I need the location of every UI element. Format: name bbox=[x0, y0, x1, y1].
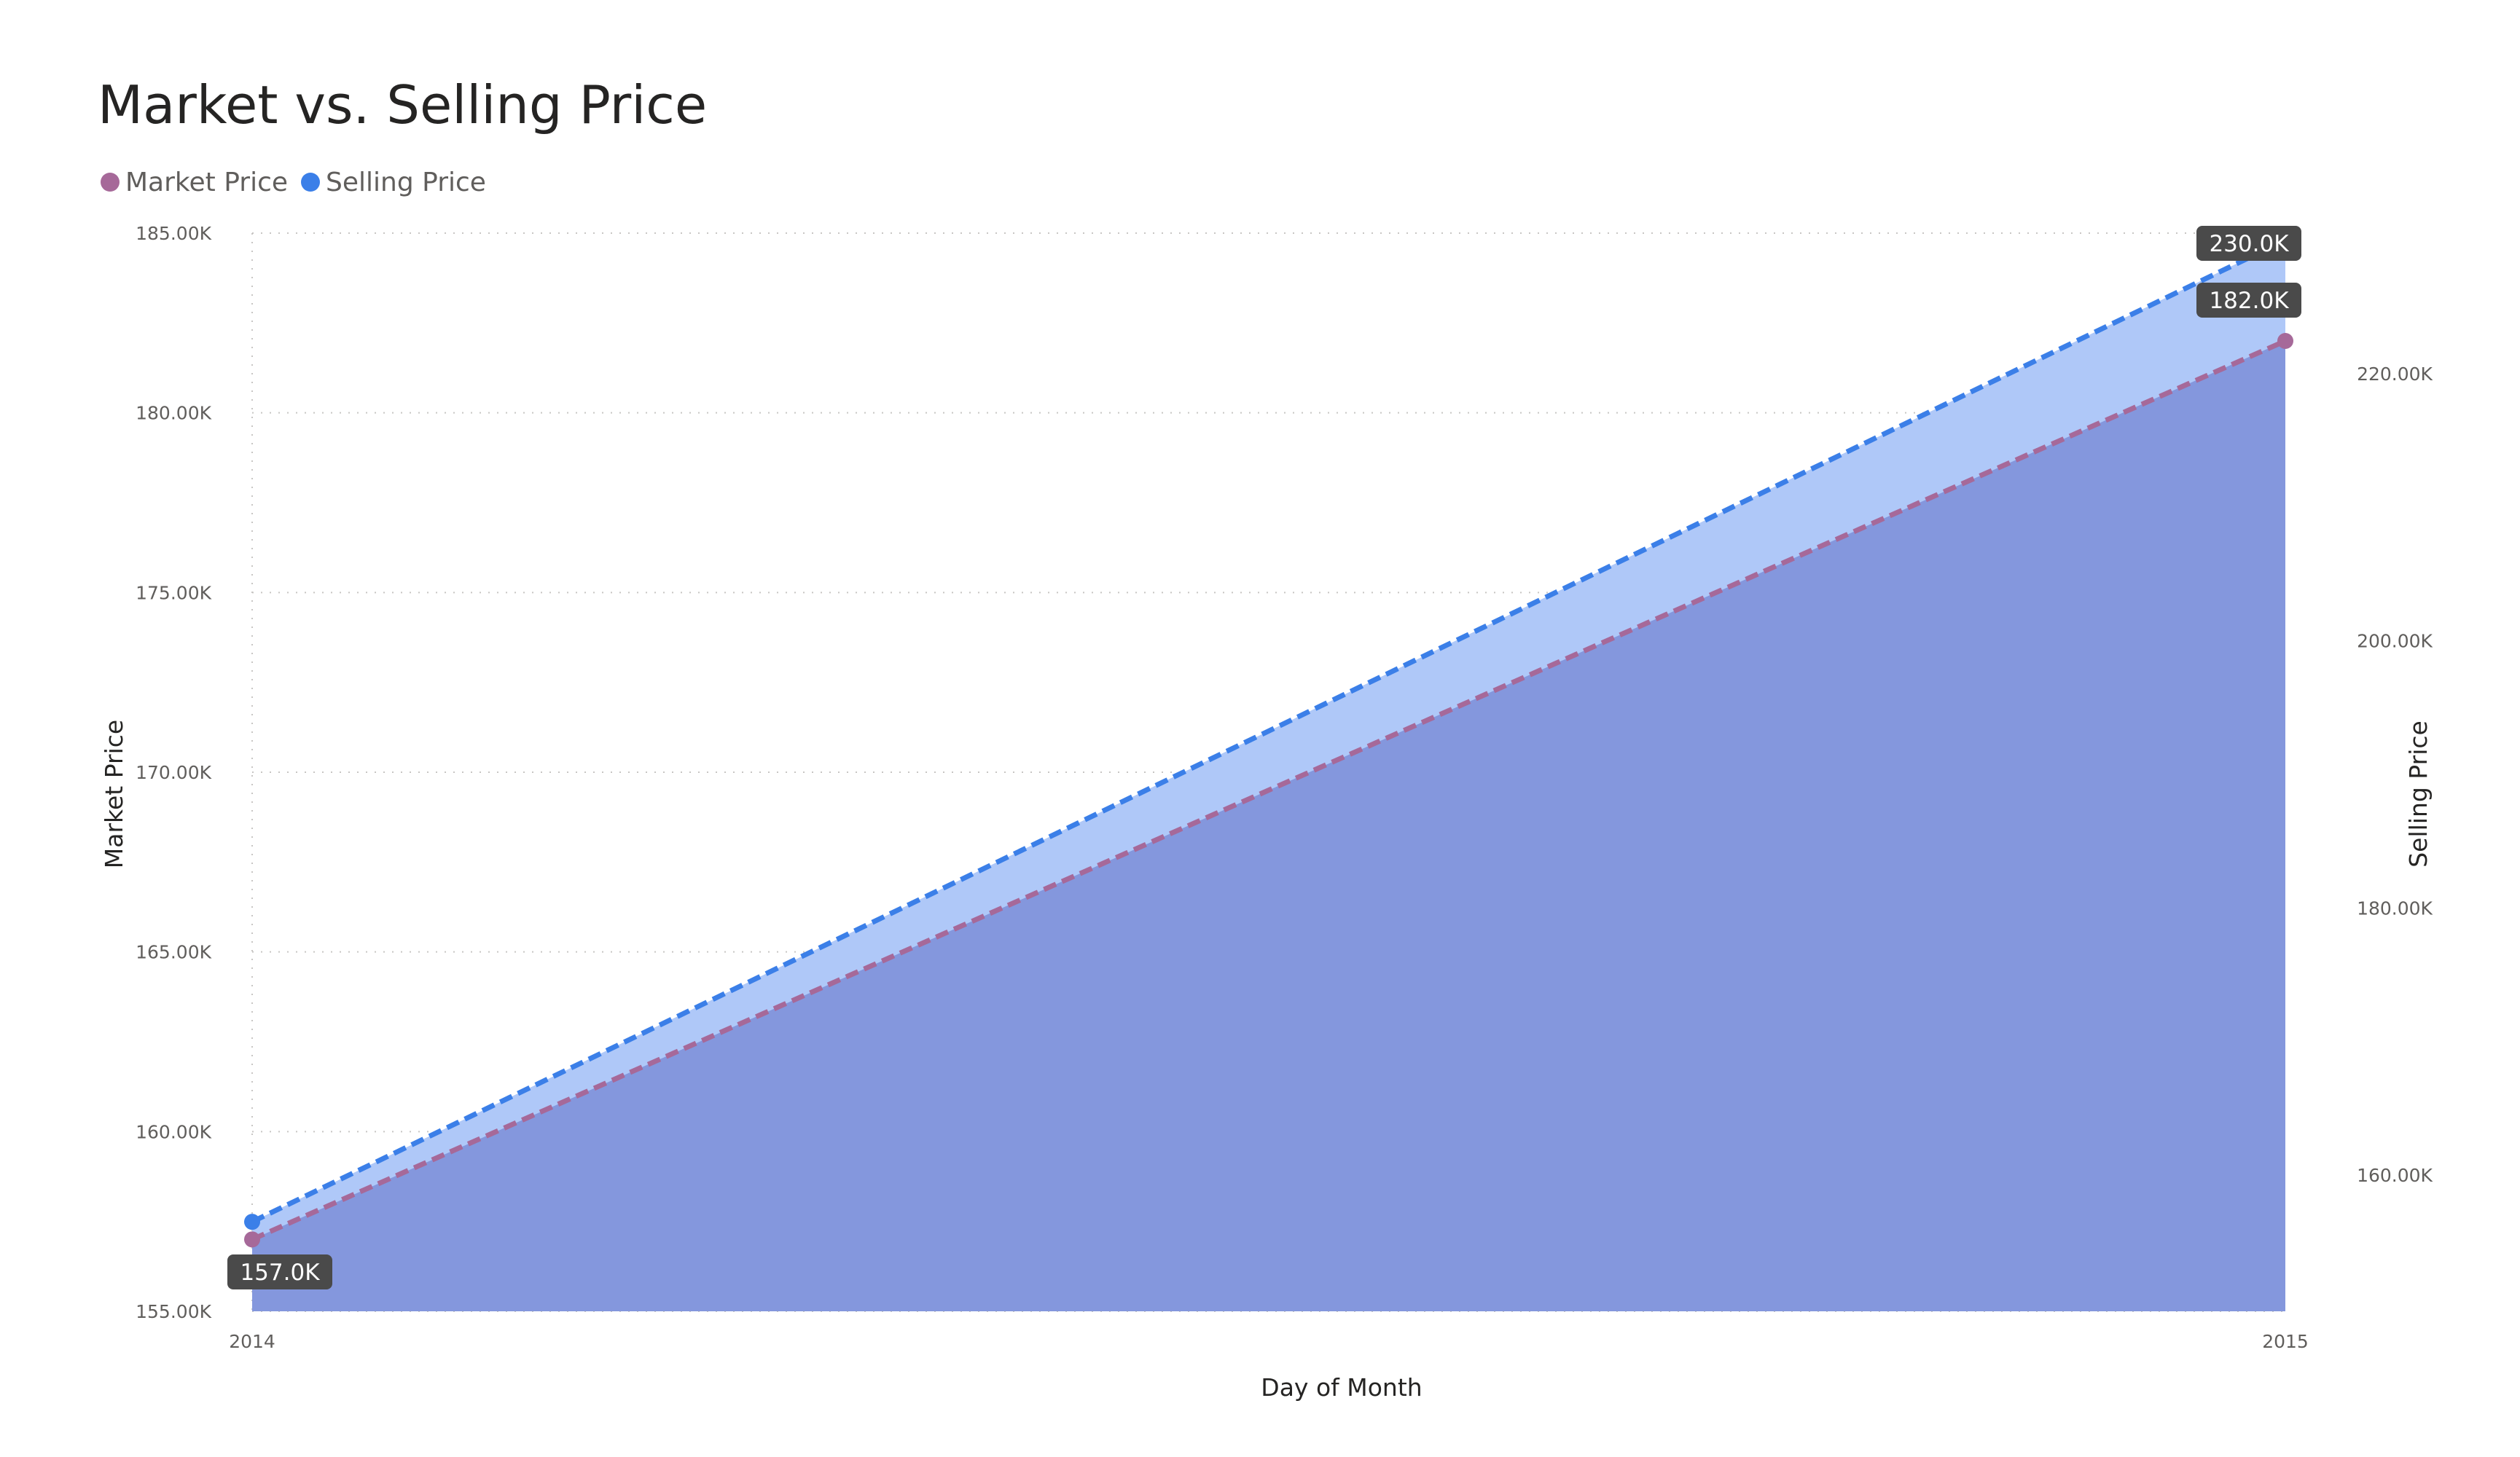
area-market-price bbox=[252, 341, 2285, 1311]
y2-tick-label: 160.00K bbox=[2357, 1165, 2433, 1186]
y-tick-label: 155.00K bbox=[136, 1301, 211, 1322]
y-tick-label: 185.00K bbox=[136, 223, 211, 244]
legend: Market Price Selling Price bbox=[101, 166, 499, 198]
axes: 155.00K 160.00K 165.00K 170.00K 175.00K 180.0… bbox=[100, 223, 2433, 1402]
data-labels: 157.0K 230.0K 182.0K bbox=[227, 226, 2301, 1289]
legend-marker-market-price bbox=[101, 173, 120, 192]
legend-item-market-price[interactable]: Market Price bbox=[101, 168, 288, 197]
legend-label-market-price: Market Price bbox=[125, 167, 289, 197]
x-axis-title: Day of Month bbox=[1261, 1373, 1422, 1402]
x-tick-label: 2015 bbox=[2262, 1331, 2309, 1352]
y-tick-label: 180.00K bbox=[136, 403, 211, 424]
data-label-market-2015: 182.0K bbox=[2196, 283, 2301, 318]
data-label-market-2014-box bbox=[227, 1254, 332, 1289]
y-axis-title: Market Price bbox=[100, 720, 128, 868]
line-market-price bbox=[251, 338, 2287, 1242]
y2-tick-label: 180.00K bbox=[2357, 898, 2433, 919]
data-label-selling-2015-text: 230.0K bbox=[2209, 231, 2289, 257]
data-label-market-2015-text: 182.0K bbox=[2209, 288, 2289, 314]
y2-axis-title: Selling Price bbox=[2404, 720, 2433, 868]
data-label-market-2014: 157.0K bbox=[227, 1254, 332, 1289]
point-selling-price-2014 bbox=[244, 1214, 260, 1230]
y2-tick-label: 220.00K bbox=[2357, 364, 2433, 385]
y-tick-label: 170.00K bbox=[136, 762, 211, 783]
x-tick-label: 2014 bbox=[229, 1331, 275, 1352]
legend-marker-selling-price bbox=[301, 173, 321, 192]
chart-title: Market vs. Selling Price bbox=[98, 74, 708, 136]
y-tick-label: 175.00K bbox=[136, 582, 211, 603]
data-label-market-2014-text: 157.0K bbox=[240, 1260, 320, 1286]
point-market-price-2014 bbox=[244, 1231, 260, 1248]
point-market-price-2015 bbox=[2277, 333, 2293, 349]
area-fills bbox=[252, 240, 2285, 1312]
y-tick-label: 165.00K bbox=[136, 942, 211, 963]
legend-label-selling-price: Selling Price bbox=[326, 167, 486, 197]
line-selling-price bbox=[251, 237, 2287, 1225]
y-tick-label: 160.00K bbox=[136, 1121, 211, 1142]
data-label-market-2015-box bbox=[2196, 283, 2301, 318]
legend-item-selling-price[interactable]: Selling Price bbox=[301, 168, 486, 197]
series-lines bbox=[251, 237, 2287, 1242]
data-label-selling-2015-box bbox=[2196, 226, 2301, 261]
data-label-selling-2015: 230.0K bbox=[2196, 226, 2301, 261]
y2-tick-label: 200.00K bbox=[2357, 631, 2433, 652]
